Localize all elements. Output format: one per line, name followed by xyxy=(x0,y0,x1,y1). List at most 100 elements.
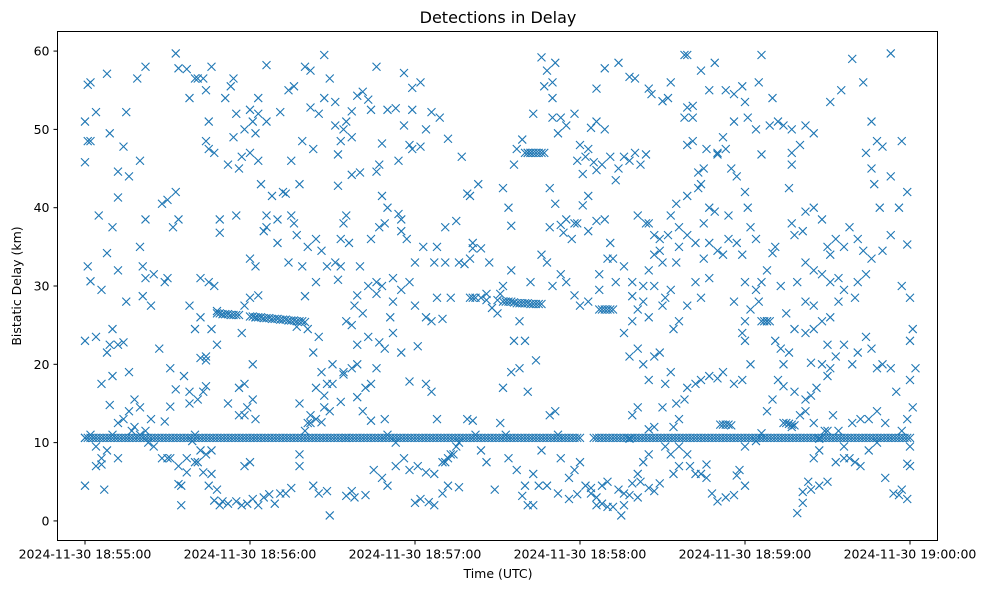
data-point xyxy=(198,387,208,397)
data-point xyxy=(113,340,123,350)
data-point xyxy=(746,305,755,314)
y-tick-label: 20 xyxy=(34,357,50,372)
data-point xyxy=(451,442,461,451)
data-point xyxy=(108,222,117,232)
data-point xyxy=(218,496,227,506)
data-point xyxy=(867,344,876,354)
data-point xyxy=(790,420,799,430)
data-point xyxy=(185,399,194,408)
data-point xyxy=(867,164,876,173)
data-point xyxy=(806,485,816,494)
data-point xyxy=(319,391,329,401)
data-point xyxy=(801,121,810,130)
data-point xyxy=(575,433,585,443)
x-tick-label: 2024-11-30 19:00:00 xyxy=(844,547,977,562)
data-point xyxy=(702,460,711,469)
data-point xyxy=(905,442,915,451)
data-point xyxy=(765,121,775,130)
data-point xyxy=(834,297,843,307)
data-point xyxy=(91,332,101,342)
data-point xyxy=(295,461,304,471)
data-point xyxy=(138,262,148,271)
data-point xyxy=(446,293,456,303)
data-point xyxy=(520,481,530,491)
data-point xyxy=(171,49,181,58)
data-point xyxy=(361,490,370,500)
data-point xyxy=(880,473,890,483)
data-point xyxy=(314,109,324,119)
data-point xyxy=(405,377,414,386)
data-point xyxy=(391,438,401,448)
data-point xyxy=(212,485,222,494)
data-point xyxy=(729,490,739,500)
data-point xyxy=(429,469,439,479)
data-point xyxy=(641,150,651,159)
data-point xyxy=(223,160,233,170)
data-point xyxy=(861,332,871,342)
data-point xyxy=(198,467,208,477)
data-point xyxy=(372,277,381,287)
data-point xyxy=(174,215,183,224)
data-point xyxy=(825,250,835,260)
data-point xyxy=(542,258,552,267)
data-point xyxy=(212,340,222,350)
data-point xyxy=(649,281,659,291)
data-point xyxy=(171,187,181,197)
data-point xyxy=(754,297,764,307)
data-point xyxy=(80,336,90,346)
data-point xyxy=(790,387,799,397)
data-point xyxy=(572,156,582,166)
data-point xyxy=(548,78,557,87)
data-point xyxy=(209,281,219,291)
data-point xyxy=(740,187,750,197)
data-point xyxy=(374,337,384,347)
data-point xyxy=(704,273,714,283)
data-point xyxy=(253,156,263,166)
data-point xyxy=(603,477,612,487)
data-point xyxy=(839,242,849,252)
data-point xyxy=(440,222,450,232)
data-point xyxy=(207,324,216,334)
data-point xyxy=(278,187,288,197)
data-point xyxy=(83,262,93,271)
data-point xyxy=(902,240,912,249)
data-point xyxy=(669,469,678,479)
data-point xyxy=(201,136,211,146)
data-point xyxy=(231,109,241,119)
data-point xyxy=(179,371,189,381)
data-point xyxy=(201,85,211,95)
data-point xyxy=(306,410,315,420)
data-point xyxy=(135,242,145,252)
data-point xyxy=(853,348,863,357)
data-point xyxy=(853,277,863,287)
data-point xyxy=(548,93,557,103)
y-tick-label: 30 xyxy=(34,279,50,294)
data-point xyxy=(352,91,362,101)
data-point xyxy=(633,305,643,314)
data-point xyxy=(86,78,95,87)
data-point xyxy=(625,490,634,500)
data-point xyxy=(347,320,357,330)
data-point xyxy=(119,142,128,152)
data-point xyxy=(886,230,896,240)
y-tick-label: 50 xyxy=(34,122,50,137)
data-point xyxy=(237,500,247,510)
data-point xyxy=(674,461,684,471)
data-point xyxy=(97,460,106,469)
data-point xyxy=(704,85,714,95)
data-point xyxy=(130,395,139,404)
data-point xyxy=(388,273,398,283)
data-point xyxy=(141,215,150,224)
data-point xyxy=(586,483,596,493)
data-point xyxy=(751,234,761,244)
data-point xyxy=(289,81,299,91)
data-point xyxy=(405,465,414,475)
data-point xyxy=(718,367,728,377)
data-point xyxy=(693,183,703,193)
data-point xyxy=(732,171,742,181)
data-point xyxy=(322,486,332,496)
x-tick-label: 2024-11-30 18:55:00 xyxy=(19,547,152,562)
data-point xyxy=(517,491,527,501)
data-point xyxy=(201,381,211,391)
